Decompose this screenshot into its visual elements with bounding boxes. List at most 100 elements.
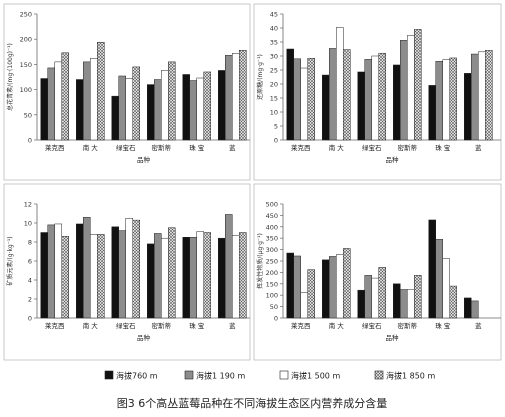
chart-panel-1: 0 50 100 150 200 250 总花青素/(mg·(100g)⁻¹) 莱克西 南 大 绿… (3, 3, 251, 181)
bar-1 (322, 259, 330, 319)
x-axis-label: 品种 (386, 155, 400, 164)
legend-label: 海拔1 190 m (196, 371, 245, 381)
bar-2 (47, 224, 55, 319)
y-axis-label: 还原糖/(mg·g⁻¹) (256, 54, 264, 100)
chart-panel-3: 0 2 4 6 8 10 12 矿质元素/(g·kg⁻¹) 莱克西 南 大 绿宝石 密斯蒂 珠 宝 蓝品种 (3, 183, 251, 361)
bar-4 (132, 66, 140, 141)
bar-1 (464, 73, 472, 141)
y-tick-label: 50 (24, 111, 32, 119)
bar-2 (225, 214, 233, 319)
bar-1 (428, 85, 436, 141)
bar-2 (154, 79, 162, 141)
x-tick-label: 绿宝石 (362, 321, 382, 330)
bar-2 (435, 61, 443, 141)
bar-1 (76, 223, 84, 319)
y-tick-label: 450 (266, 212, 278, 220)
legend-swatch (279, 370, 289, 380)
x-tick-label: 莱克西 (45, 143, 65, 152)
x-tick-label: 绿宝石 (116, 143, 136, 152)
legend-swatch (184, 370, 194, 380)
x-tick-label: 绿宝石 (116, 321, 136, 330)
legend-swatch (374, 370, 384, 380)
bar-2 (364, 275, 372, 319)
bar-1 (40, 232, 48, 319)
panel-frame (3, 3, 251, 181)
y-tick-label: 12 (24, 201, 32, 209)
legend-swatch (104, 370, 114, 380)
legend-label: 海拔1 500 m (291, 371, 340, 381)
y-tick-label: 300 (266, 246, 278, 254)
x-tick-label: 密斯蒂 (398, 321, 418, 330)
y-tick-label: 100 (20, 86, 32, 94)
chart-panel-4: 0 50 100 150 200 250 300 350 400 450 500 挥发性物质/(μg·… (253, 183, 502, 361)
bar-4 (239, 232, 247, 319)
y-tick-label: 500 (266, 201, 278, 209)
legend-item-3: 海拔1 500 m (279, 370, 340, 381)
bar-3 (196, 231, 204, 319)
bar-1 (357, 289, 365, 319)
x-tick-label: 南 大 (83, 143, 99, 152)
panel-frame (253, 3, 502, 181)
x-axis-label: 品种 (137, 333, 151, 342)
y-tick-label: 4 (28, 277, 32, 285)
bar-3 (407, 289, 415, 319)
bar-3 (125, 218, 133, 319)
bar-3 (336, 27, 344, 141)
bar-3 (90, 234, 98, 319)
bar-1 (286, 252, 294, 319)
y-tick-label: 0 (274, 315, 278, 323)
bar-4 (97, 234, 105, 319)
figure-caption: 图3 6个高丛蓝莓品种在不同海拔生态区内营养成分含量 (117, 396, 388, 410)
y-tick-label: 0 (274, 137, 278, 145)
bar-3 (300, 67, 308, 141)
bar-4 (449, 285, 457, 319)
y-tick-label: 400 (266, 223, 278, 231)
bar-1 (428, 219, 436, 319)
bar-4 (61, 236, 69, 319)
bar-2 (435, 239, 443, 319)
y-axis-label: 总花青素/(mg·(100g)⁻¹) (6, 43, 14, 111)
bar-3 (232, 235, 240, 319)
y-tick-label: 200 (20, 36, 32, 44)
y-tick-label: 200 (266, 269, 278, 277)
x-tick-label: 南 大 (329, 143, 345, 152)
bar-4 (343, 248, 351, 319)
bar-1 (40, 78, 48, 141)
bar-1 (147, 243, 155, 319)
y-tick-label: 15 (270, 95, 278, 103)
y-tick-label: 150 (266, 280, 278, 288)
x-tick-label: 珠 宝 (189, 143, 205, 152)
y-tick-label: 350 (266, 235, 278, 243)
y-tick-label: 2 (28, 296, 32, 304)
legend-label: 海拔1 850 m (386, 371, 435, 381)
legend-label: 海拔760 m (116, 371, 158, 381)
bar-4 (61, 52, 69, 141)
x-tick-label: 珠 宝 (435, 143, 451, 152)
x-tick-label: 密斯蒂 (152, 143, 172, 152)
legend: 海拔760 m 海拔1 190 m 海拔1 500 m 海拔1 850 m (104, 370, 435, 381)
x-tick-label: 珠 宝 (435, 321, 451, 330)
x-tick-label: 蓝 (475, 321, 482, 330)
y-tick-label: 250 (266, 258, 278, 266)
legend-item-1: 海拔760 m (104, 370, 158, 381)
bar-1 (464, 297, 472, 319)
bar-3 (371, 277, 379, 319)
bar-4 (378, 267, 386, 319)
bar-2 (364, 59, 372, 141)
bar-1 (182, 237, 190, 319)
bar-4 (307, 57, 315, 141)
bar-4 (414, 275, 422, 319)
bar-3 (90, 58, 98, 141)
panel-frame (3, 183, 251, 361)
y-tick-label: 25 (270, 67, 278, 75)
bar-4 (97, 41, 105, 141)
bar-2 (189, 237, 197, 319)
bar-1 (357, 71, 365, 141)
bar-1 (322, 74, 330, 141)
bar-1 (111, 95, 119, 141)
bar-4 (307, 269, 315, 319)
y-tick-label: 100 (266, 292, 278, 300)
bar-3 (478, 51, 486, 141)
legend-item-2: 海拔1 190 m (184, 370, 245, 381)
